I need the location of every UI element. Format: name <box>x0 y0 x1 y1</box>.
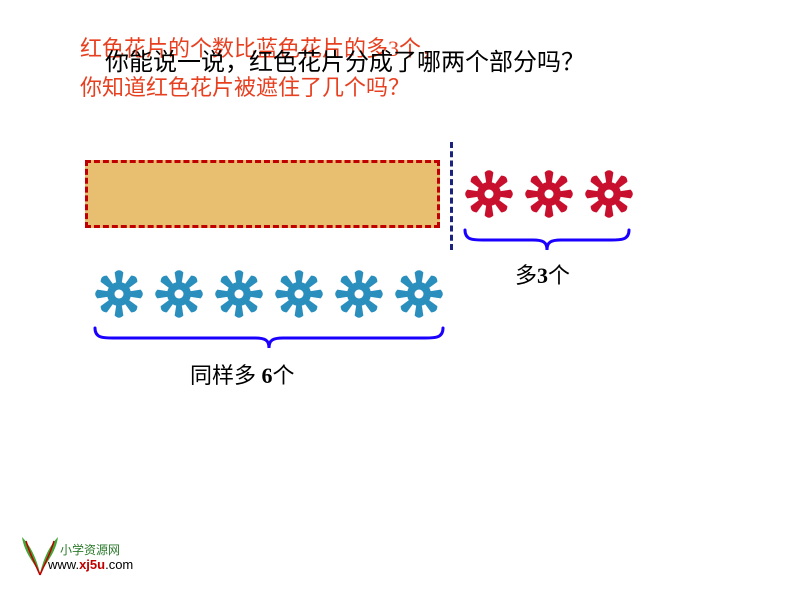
logo-text-url: www.xj5u.com <box>48 557 133 572</box>
cover-rectangle <box>85 160 440 228</box>
blue-flower-icon <box>95 270 143 318</box>
diagram-area: 多3个 同样多 6个 <box>85 160 725 420</box>
red-flower-icon <box>465 170 513 218</box>
site-logo: 小学资源网 www.xj5u.com <box>20 533 150 588</box>
label-same-count: 同样多 6个 <box>190 358 295 390</box>
heading-line-3: 你知道红色花片被遮住了几个吗？ <box>80 70 410 102</box>
red-flower-icon <box>525 170 573 218</box>
blue-flower-icon <box>395 270 443 318</box>
blue-flower-icon <box>155 270 203 318</box>
label-more-count: 多3个 <box>515 258 570 290</box>
red-flower-icon <box>585 170 633 218</box>
blue-flower-icon <box>275 270 323 318</box>
blue-flower-icon <box>335 270 383 318</box>
brace-blue <box>93 326 445 350</box>
brace-red <box>463 228 631 252</box>
blue-flower-icon <box>215 270 263 318</box>
vertical-divider <box>450 142 453 250</box>
logo-text-cn: 小学资源网 <box>60 541 120 558</box>
